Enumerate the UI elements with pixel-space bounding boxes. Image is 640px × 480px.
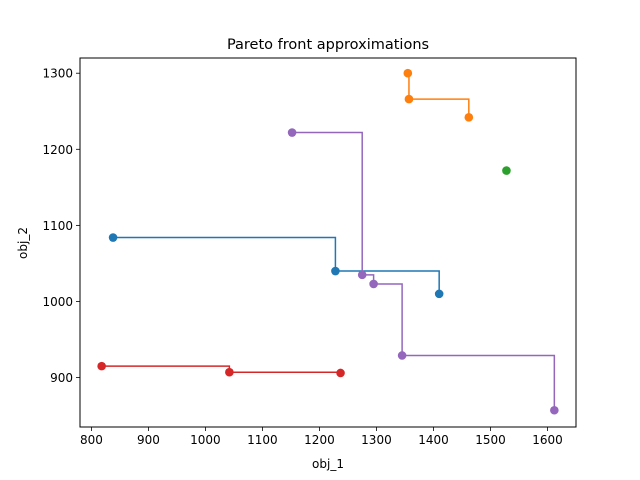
y-tick-label: 1300 — [42, 67, 73, 81]
plot-frame — [79, 57, 577, 428]
series-1-point — [331, 266, 340, 276]
series-4-point — [97, 361, 106, 371]
x-tick-label: 1600 — [532, 433, 563, 447]
series-1-step-line — [113, 236, 440, 294]
y-tick-label: 1200 — [42, 143, 73, 157]
series-3 — [502, 166, 511, 175]
series-1 — [108, 233, 444, 299]
series-5-point — [357, 270, 367, 280]
series-5-point — [397, 351, 407, 360]
series-4-point — [336, 368, 345, 378]
series-2-point — [464, 113, 474, 122]
y-tick-label: 1000 — [42, 295, 73, 309]
series-5-point — [369, 279, 378, 289]
x-tick-label: 800 — [80, 433, 103, 447]
series-5-point — [287, 128, 297, 137]
x-tick-label: 1400 — [418, 433, 449, 447]
series-4-step-line — [101, 365, 342, 373]
series-group — [97, 68, 559, 415]
x-tick-label: 1500 — [475, 433, 506, 447]
y-tick-label: 900 — [50, 371, 73, 385]
series-3-point — [502, 166, 511, 175]
series-2 — [403, 68, 474, 122]
x-tick-label: 1200 — [304, 433, 335, 447]
chart-title: Pareto front approximations — [227, 37, 429, 53]
y-tick-label: 1100 — [42, 219, 73, 233]
axis-ticks: 800 900 1000 1100 1200 1300 1400 1500 1600 900 100… — [42, 67, 562, 447]
series-4-point — [225, 367, 234, 377]
series-2-point — [403, 68, 413, 78]
series-4 — [97, 361, 345, 378]
x-tick-label: 900 — [137, 433, 160, 447]
series-5-point — [550, 405, 559, 415]
series-5 — [287, 128, 559, 415]
x-tick-label: 1100 — [247, 433, 278, 447]
series-1-point — [434, 289, 444, 299]
series-2-point — [404, 94, 414, 104]
x-axis-label: obj_1 — [312, 457, 344, 471]
series-2-step-line — [407, 72, 470, 118]
x-tick-label: 1000 — [190, 433, 221, 447]
x-tick-label: 1300 — [361, 433, 392, 447]
series-1-point — [108, 233, 118, 242]
y-axis-label: obj_2 — [16, 227, 30, 259]
